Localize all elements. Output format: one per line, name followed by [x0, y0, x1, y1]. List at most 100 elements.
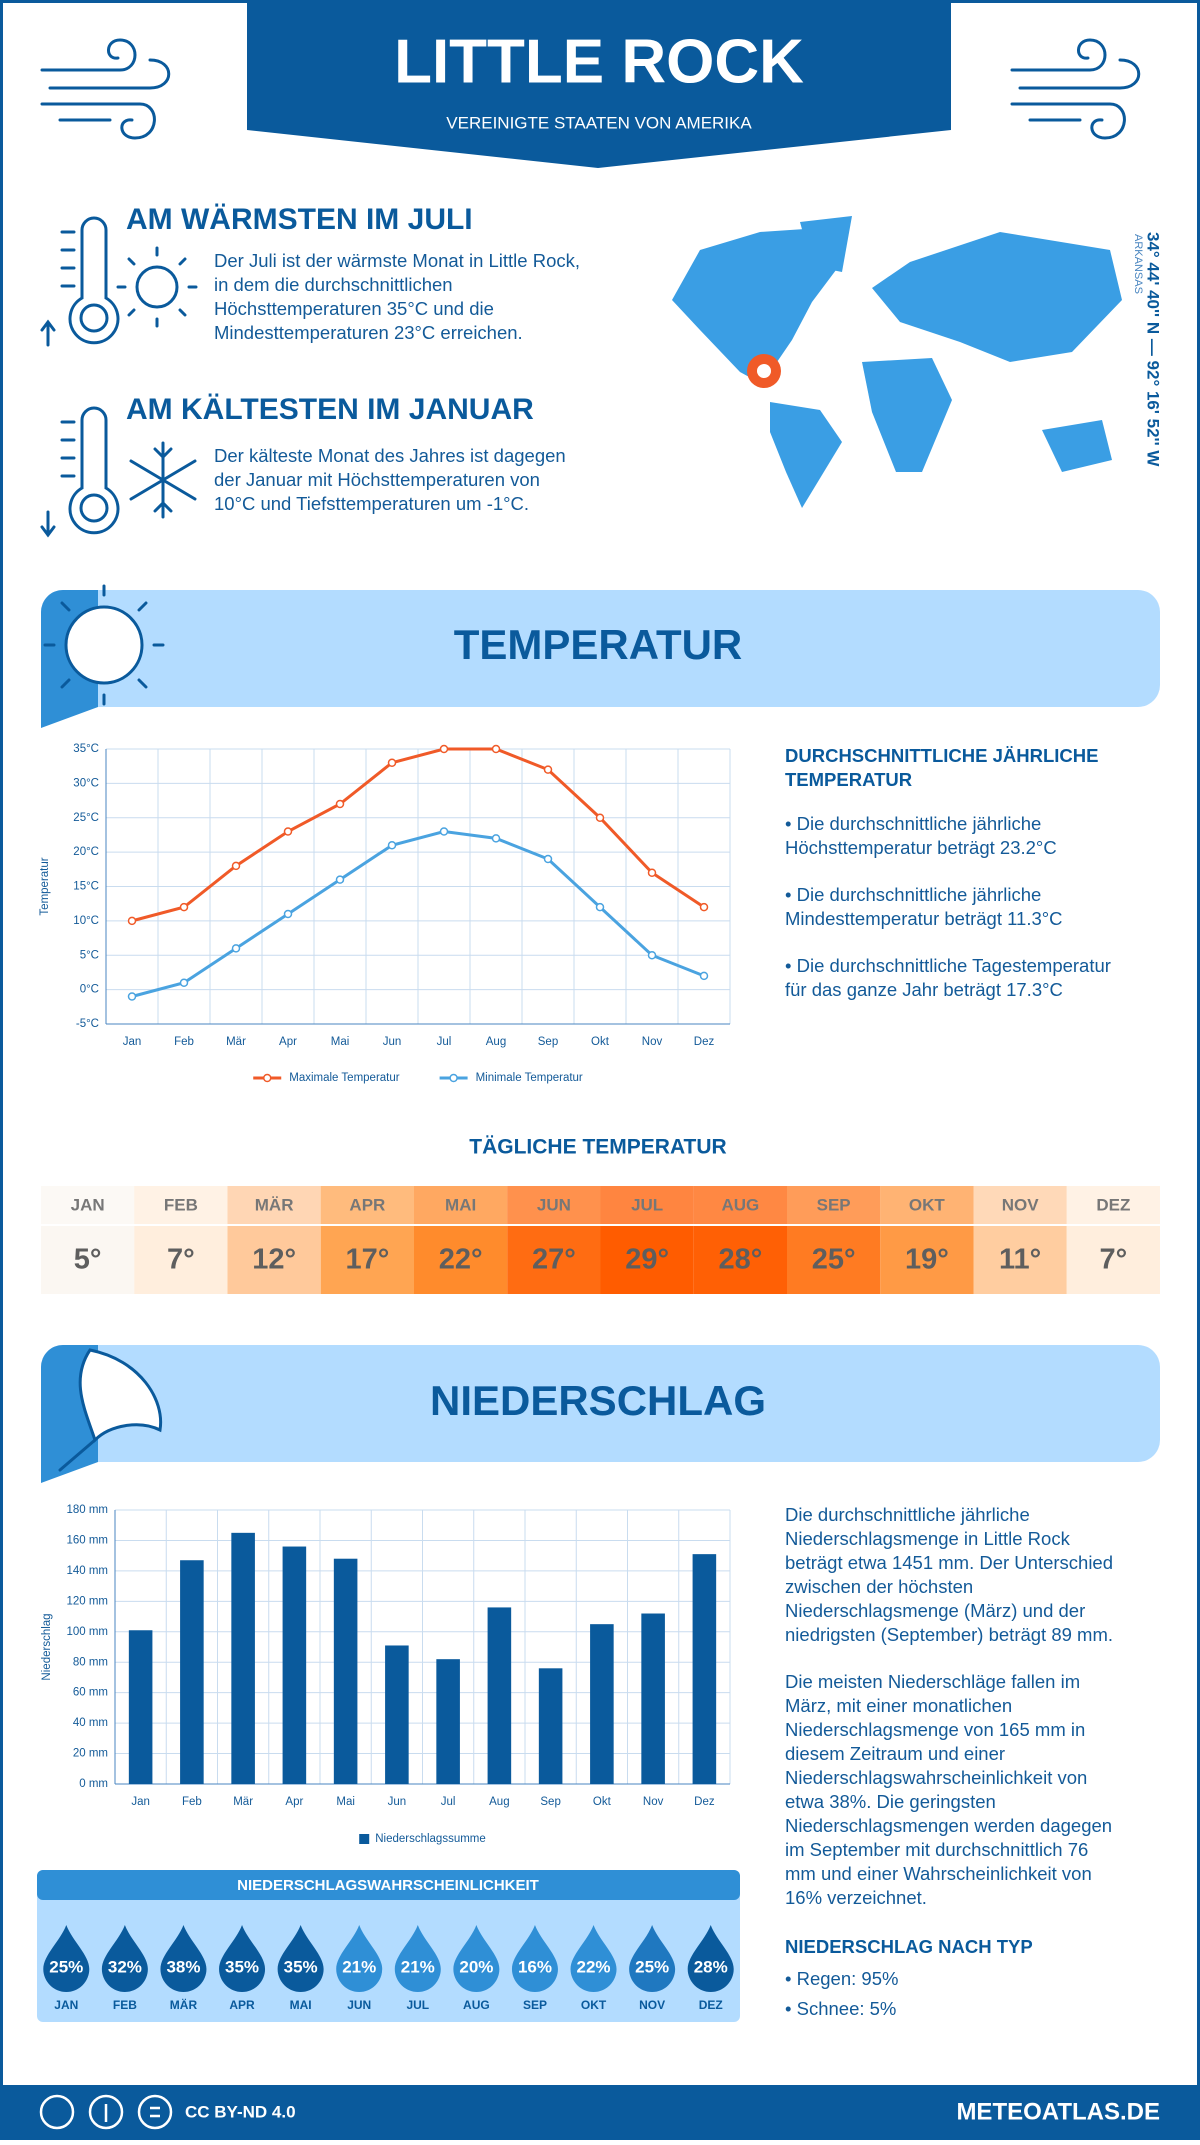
probability-title: NIEDERSCHLAGSWAHRSCHEINLICHKEIT [237, 1877, 539, 1894]
bar [487, 1607, 512, 1784]
x-tick-label: Jan [123, 1036, 142, 1048]
city-title: LITTLE ROCK [394, 27, 804, 96]
probability-month: MÄR [170, 1997, 198, 2012]
daily-value-cell [414, 1226, 508, 1294]
precipitation-banner [41, 1345, 1160, 1462]
y-tick-label: 10°C [73, 915, 99, 927]
snowflake-icon [129, 441, 197, 519]
legend-swatch [359, 1834, 370, 1844]
data-point [595, 813, 605, 822]
probability-month: AUG [463, 1998, 490, 2012]
probability-header [37, 1870, 740, 1900]
x-tick-label: Dez [694, 1796, 715, 1808]
daily-value-cell [1066, 1226, 1160, 1294]
daily-header-cell [507, 1186, 601, 1224]
precipitation-text: niedrigsten (September) beträgt 89 mm. [785, 1624, 1113, 1645]
daily-header-cell [693, 1186, 787, 1224]
license[interactable]: CC BY-ND 4.0 [185, 2102, 296, 2121]
bar [436, 1659, 460, 1784]
probability-value: 21% [342, 1957, 376, 1976]
daily-header-tint [973, 1186, 1067, 1224]
probability-month: JUL [406, 1998, 429, 2012]
coldest-title: AM KÄLTESTEN IM JANUAR [126, 393, 534, 426]
bar [282, 1546, 307, 1784]
daily-value-cell [134, 1226, 228, 1294]
probability-drop [511, 1925, 558, 1992]
x-tick-label: Okt [591, 1036, 610, 1048]
bar [231, 1532, 255, 1784]
probability-drop [570, 1925, 617, 1992]
y-tick-label: 20°C [73, 846, 99, 858]
probability-value: 35% [225, 1957, 259, 1976]
world-map [672, 216, 1122, 508]
probability-value: 25% [49, 1957, 83, 1976]
legend: Niederschlagssumme [359, 1833, 486, 1845]
probability-value: 35% [284, 1957, 318, 1976]
probability-value: 22% [577, 1957, 611, 1976]
daily-value-cell [600, 1226, 694, 1294]
warmest-text: Mindesttemperaturen 23°C erreichen. [214, 322, 523, 343]
y-tick-label: 120 mm [66, 1595, 108, 1607]
y-tick-label: -5°C [76, 1018, 99, 1030]
probability-month: MAI [290, 1998, 312, 2012]
x-tick-label: Aug [486, 1036, 506, 1048]
coldest-text: der Januar mit Höchsttemperaturen von [214, 469, 540, 490]
daily-title: TÄGLICHE TEMPERATUR [469, 1136, 726, 1159]
daily-value: 7° [1100, 1244, 1128, 1276]
probability-drop [629, 1925, 676, 1992]
bar [333, 1558, 358, 1784]
probability-drop [43, 1925, 90, 1993]
daily-header-cell [787, 1186, 881, 1224]
daily-header-cell [600, 1186, 694, 1224]
bar [590, 1624, 614, 1784]
footer [0, 2085, 1200, 2140]
warmest-title: AM WÄRMSTEN IM JULI [126, 203, 473, 236]
x-tick-label: Mär [226, 1036, 246, 1048]
sun-icon [43, 584, 165, 706]
daily-header-cell [973, 1186, 1067, 1224]
x-tick-label: Jan [131, 1796, 150, 1808]
precipitation-text: 16% verzeichnet. [785, 1887, 927, 1908]
probability-drop [219, 1925, 266, 1993]
data-point [491, 834, 501, 843]
line-series [131, 829, 705, 998]
y-tick-label: 35°C [73, 743, 99, 755]
precipitation-text: Niederschlagsmenge von 165 mm in [785, 1719, 1085, 1740]
temperature-title: TEMPERATUR [454, 621, 743, 668]
daily-value: 11° [999, 1244, 1041, 1276]
wind-icon [40, 38, 171, 140]
daily-header-cell [320, 1186, 414, 1224]
thermometer-icon [40, 406, 120, 538]
daily-month: DEZ [1096, 1195, 1130, 1214]
data-point [335, 799, 345, 809]
y-tick-label: 30°C [73, 777, 99, 789]
y-tick-label: 160 mm [66, 1534, 108, 1546]
daily-header-cell [134, 1186, 228, 1224]
coordinates: 34° 44' 40'' N — 92° 16' 52'' W [1144, 232, 1163, 467]
daily-value: 22° [439, 1244, 483, 1276]
probability-month: FEB [113, 1998, 137, 2012]
legend-point [449, 1073, 458, 1083]
precipitation-text: Niederschlagsmengen werden dagegen [785, 1815, 1112, 1836]
daily-header-tint [134, 1186, 228, 1224]
daily-value-cell [787, 1226, 881, 1294]
daily-value: 5° [74, 1244, 102, 1276]
daily-value: 28° [718, 1244, 762, 1276]
warmest-text: Der Juli ist der wärmste Monat in Little… [214, 250, 580, 271]
probability-value: 28% [694, 1957, 728, 1976]
probability-month: DEZ [699, 1998, 723, 2012]
x-tick-label: Jun [388, 1796, 407, 1808]
data-point [595, 902, 605, 912]
daily-header-tint [880, 1186, 974, 1224]
y-tick-label: 100 mm [66, 1626, 108, 1638]
daily-month: APR [349, 1195, 385, 1214]
license-icons [39, 2094, 173, 2130]
precipitation-text: Niederschlagswahrscheinlichkeit von [785, 1767, 1087, 1788]
daily-header-cell [1066, 1186, 1160, 1224]
site-link[interactable]: METEOATLAS.DE [956, 2098, 1160, 2125]
data-point [127, 916, 137, 926]
x-tick-label: Jul [441, 1796, 456, 1808]
y-tick-label: 0 mm [79, 1778, 108, 1790]
legend: Maximale Temperatur Minimale Temperatur [253, 1072, 583, 1084]
